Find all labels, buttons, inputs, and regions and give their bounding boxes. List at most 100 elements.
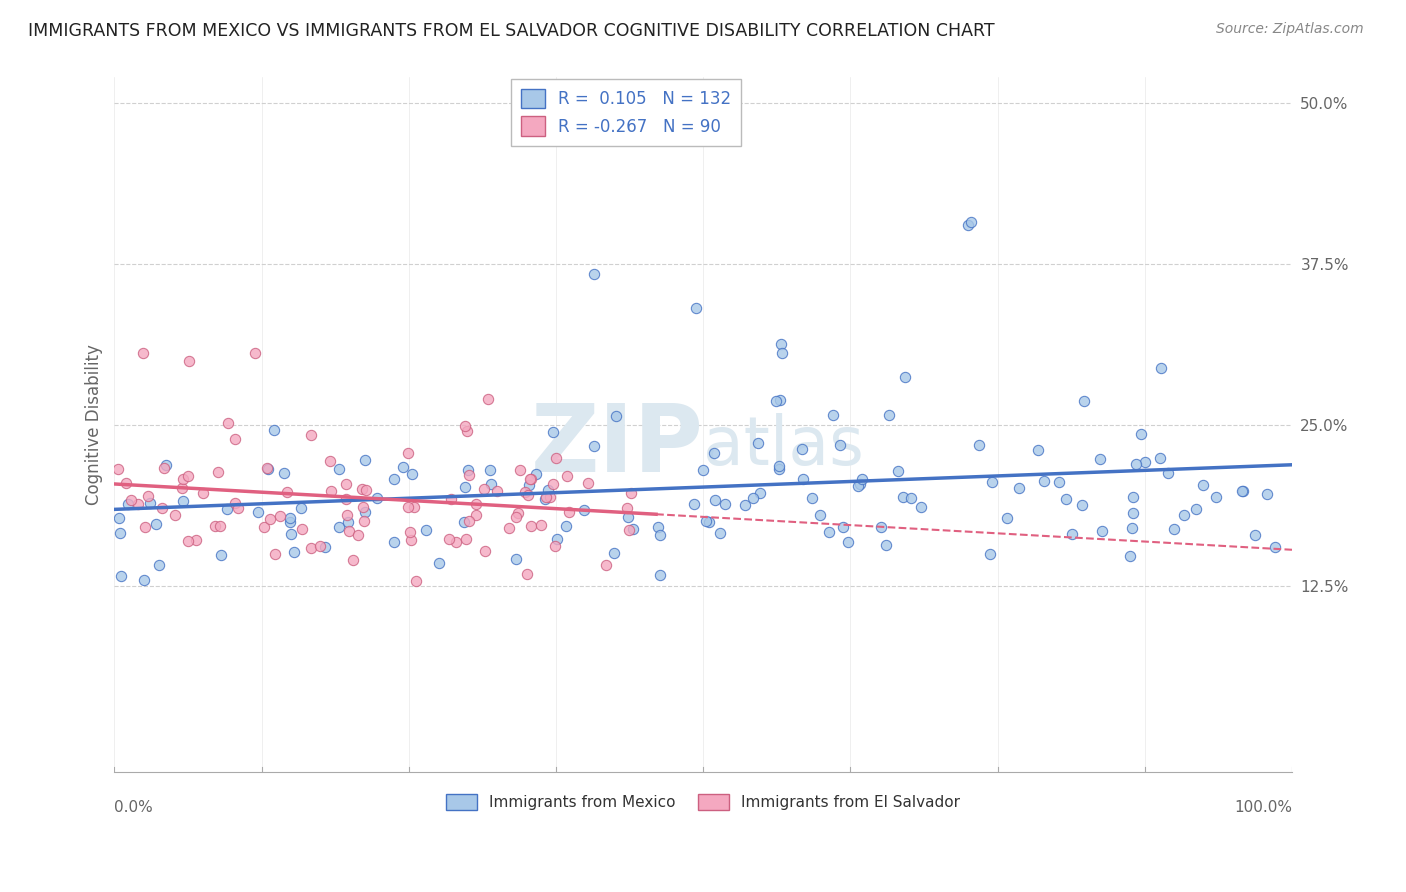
Point (967, 437, 990, 451)
Point (228, 500, 250, 515)
Point (846, 479, 869, 493)
Point (1008, 481, 1031, 495)
Point (186, 533, 208, 548)
Point (1264, 540, 1286, 554)
Point (800, 491, 823, 505)
Point (319, 454, 342, 468)
Point (546, 533, 568, 547)
Point (817, 524, 839, 539)
Point (821, 408, 844, 422)
Point (583, 267, 606, 281)
Point (1028, 442, 1050, 457)
Point (748, 485, 770, 500)
Point (453, 480, 475, 494)
Point (765, 393, 787, 408)
Text: 0.0%: 0.0% (114, 800, 153, 815)
Point (808, 508, 831, 522)
Point (768, 458, 790, 473)
Point (120, 492, 142, 507)
Point (252, 520, 274, 534)
Point (207, 465, 229, 479)
Point (110, 569, 132, 583)
Point (264, 547, 287, 561)
Point (837, 535, 859, 549)
Point (647, 520, 669, 534)
Point (886, 465, 908, 479)
Point (1122, 507, 1144, 521)
Point (1133, 455, 1156, 469)
Point (792, 472, 814, 486)
Point (366, 491, 388, 506)
Point (173, 494, 195, 508)
Point (616, 510, 638, 524)
Point (335, 476, 357, 491)
Point (558, 505, 581, 519)
Point (505, 509, 527, 524)
Point (1230, 483, 1253, 498)
Point (283, 545, 305, 559)
Point (747, 436, 769, 450)
Point (734, 498, 756, 512)
Point (979, 547, 1001, 561)
Point (576, 475, 599, 490)
Point (335, 491, 357, 506)
Point (399, 533, 422, 548)
Point (1205, 491, 1227, 505)
Point (960, 214, 983, 228)
Point (356, 483, 378, 498)
Point (263, 423, 285, 437)
Point (891, 490, 914, 504)
Point (256, 460, 278, 475)
Point (479, 477, 502, 491)
Point (382, 472, 405, 486)
Point (217, 501, 239, 516)
Point (956, 218, 979, 232)
Point (1185, 501, 1208, 516)
Y-axis label: Cognitive Disability: Cognitive Disability (86, 344, 103, 505)
Point (770, 337, 793, 351)
Point (544, 450, 567, 465)
Point (555, 519, 578, 533)
Point (1088, 452, 1111, 467)
Point (1173, 508, 1195, 522)
Text: atlas: atlas (703, 413, 865, 479)
Point (353, 514, 375, 528)
Point (1054, 491, 1077, 506)
Point (405, 574, 427, 589)
Point (572, 503, 595, 517)
Point (1122, 491, 1144, 505)
Point (703, 492, 725, 507)
Point (692, 463, 714, 477)
Text: Source: ZipAtlas.com: Source: ZipAtlas.com (1216, 22, 1364, 37)
Point (555, 469, 578, 483)
Point (177, 469, 200, 483)
Point (1119, 549, 1142, 564)
Point (1244, 528, 1267, 542)
Point (474, 544, 496, 558)
Point (132, 573, 155, 587)
Point (453, 515, 475, 529)
Point (454, 419, 477, 434)
Point (224, 432, 246, 446)
Point (145, 516, 167, 531)
Point (768, 462, 790, 476)
Point (1071, 498, 1094, 512)
Point (1091, 524, 1114, 539)
Point (382, 535, 405, 549)
Point (541, 425, 564, 440)
Point (1191, 478, 1213, 492)
Point (134, 520, 156, 534)
Point (350, 483, 373, 497)
Point (415, 523, 437, 537)
Point (308, 540, 330, 554)
Point (541, 477, 564, 491)
Point (148, 558, 170, 572)
Point (110, 525, 132, 540)
Point (478, 463, 501, 477)
Point (396, 500, 419, 515)
Point (520, 519, 543, 533)
Point (243, 346, 266, 360)
Point (1256, 487, 1278, 501)
Point (849, 477, 872, 491)
Point (457, 463, 479, 477)
